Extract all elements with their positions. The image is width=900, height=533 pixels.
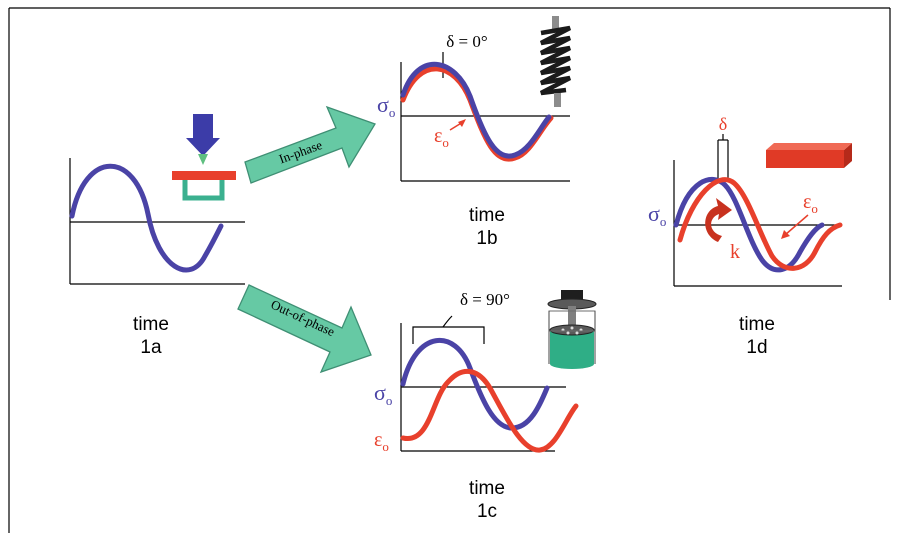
in-phase-arrow: In-phase (244, 105, 376, 184)
sample-holder-icon (172, 171, 236, 201)
spring-icon (539, 16, 572, 107)
panel-1c-strain-wave (400, 369, 579, 453)
press-arrow-icon (186, 114, 220, 165)
panel-1c-stress-wave (400, 338, 550, 431)
panel-1c-id-label: 1c (477, 501, 497, 522)
panel-1d-stress-wave (673, 176, 825, 273)
panel-1b-stress-wave (400, 61, 552, 159)
slide-frame (8, 7, 891, 533)
panel-1c-stress-symbol: σo (374, 380, 392, 408)
panel-1c-time-label: time (469, 478, 505, 499)
panel-1c-strain-symbol: εo (374, 429, 389, 454)
panel-1d: δ k σo εo time 1d (648, 114, 852, 358)
panel-1d-stress-symbol: σo (648, 201, 666, 229)
panel-1c: δ = 90° σo εo time 1c (374, 290, 597, 522)
panel-1b-time-label: time (469, 205, 505, 226)
panel-1d-delta-bracket (717, 134, 729, 180)
panel-1d-strain-wave (677, 177, 843, 271)
panel-1d-delta-label: δ (719, 114, 727, 134)
panel-1b-strain-pointer-head (458, 119, 466, 127)
dashpot-icon (547, 290, 597, 369)
panel-1d-strain-pointer-head (781, 230, 790, 239)
panel-1b-stress-symbol: σo (377, 92, 395, 120)
panel-1d-strain-symbol: εo (803, 191, 818, 216)
panel-1a: time 1a (69, 114, 245, 358)
panel-1b-id-label: 1b (476, 228, 497, 249)
panel-1d-strain-pointer (784, 214, 809, 236)
panel-1a-id-label: 1a (140, 337, 162, 358)
panel-1c-delta-bracket (412, 315, 485, 344)
panel-1a-time-label: time (133, 314, 169, 335)
panel-1b-delta-label: δ = 0° (446, 32, 487, 51)
panel-1d-id-label: 1d (746, 337, 767, 358)
panel-1b: δ = 0° σo εo time 1b (377, 16, 572, 249)
red-block-icon (766, 143, 852, 168)
panel-1c-delta-label: δ = 90° (460, 290, 510, 309)
panel-1b-strain-symbol: εo (434, 125, 449, 150)
panel-1d-k-label: k (730, 241, 740, 263)
out-of-phase-arrow: Out-of-phase (237, 284, 372, 374)
rotation-arrow-icon (705, 198, 732, 242)
panel-1a-stress-wave (69, 163, 224, 273)
panel-1d-time-label: time (739, 314, 775, 335)
